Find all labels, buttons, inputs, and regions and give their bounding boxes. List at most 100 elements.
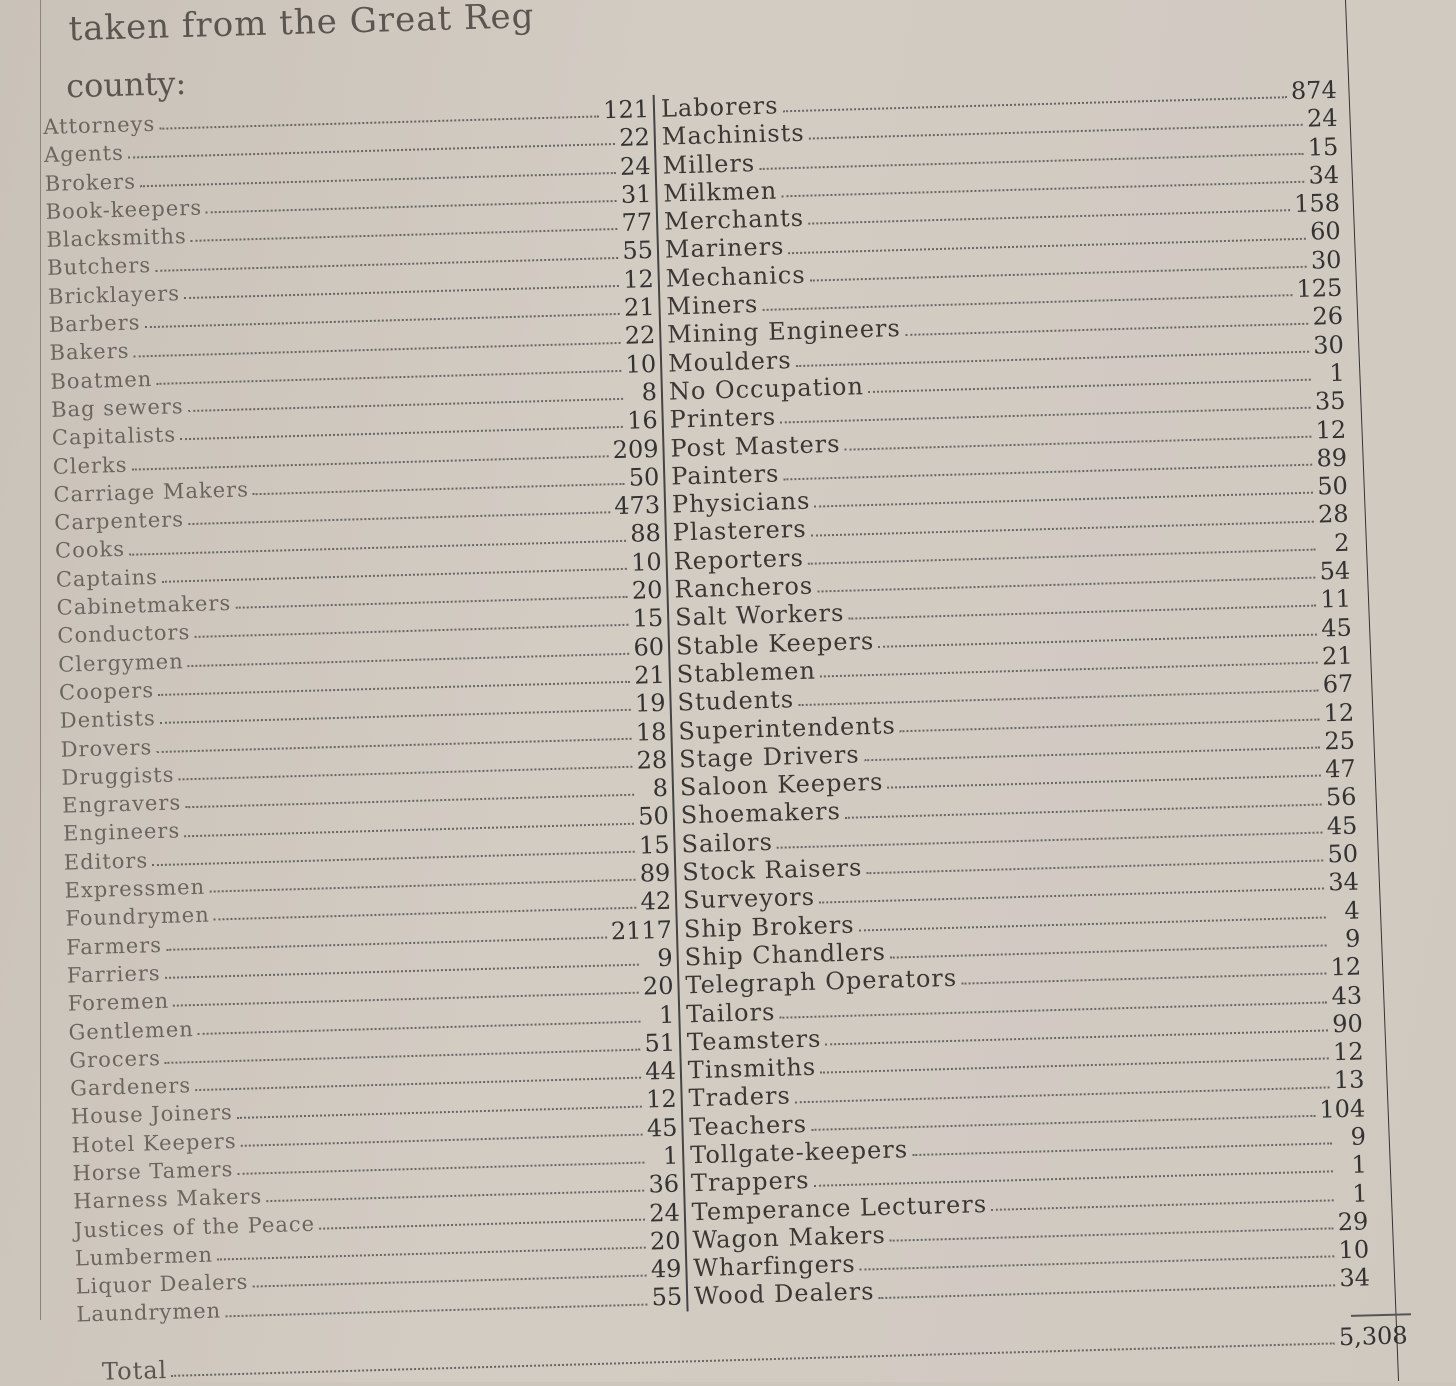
occupation-label: Foremen — [67, 988, 170, 1016]
occupation-count: 50 — [1327, 839, 1359, 869]
occupation-label: Hotel Keepers — [71, 1128, 237, 1158]
occupation-count: 15 — [638, 830, 670, 860]
occupation-count: 50 — [1316, 471, 1349, 501]
occupation-count: 89 — [1316, 443, 1348, 473]
right-column: Laborers 874 Machinists 24 Millers 15 Milkmen 3… — [652, 75, 1375, 1312]
occupation-count: 44 — [644, 1056, 677, 1086]
occupation-count: 31 — [620, 179, 652, 209]
occupation-count: 11 — [1320, 584, 1352, 614]
occupation-count: 43 — [1331, 980, 1363, 1010]
occupation-count: 1 — [662, 1141, 679, 1171]
occupation-count: 13 — [1333, 1065, 1365, 1095]
occupation-count: 12 — [622, 264, 655, 294]
occupation-count: 88 — [629, 519, 662, 549]
occupation-label: Wharfingers — [693, 1249, 857, 1283]
occupation-label: Gardeners — [69, 1073, 192, 1101]
occupation-count: 51 — [644, 1028, 676, 1058]
occupation-count: 19 — [634, 689, 666, 718]
occupation-label: Captains — [55, 564, 159, 592]
occupation-label: Surveyors — [682, 883, 816, 915]
occupation-count: 8 — [641, 377, 658, 407]
occupation-label: Salt Workers — [674, 599, 845, 632]
dot-leader — [319, 1218, 646, 1230]
occupation-count: 89 — [639, 858, 671, 888]
total-value: 5,308 — [1338, 1312, 1411, 1351]
occupation-count: 9 — [657, 943, 674, 973]
occupation-label: Cooks — [54, 537, 126, 564]
occupation-count: 121 — [602, 95, 650, 125]
occupation-count: 104 — [1318, 1094, 1366, 1124]
occupation-label: Engravers — [61, 790, 182, 818]
occupation-count: 12 — [645, 1085, 678, 1114]
occupation-count: 50 — [628, 462, 660, 492]
occupation-count: 77 — [621, 208, 653, 238]
occupation-count: 36 — [648, 1169, 680, 1199]
occupation-label: Merchants — [663, 203, 805, 236]
occupation-count: 60 — [1309, 217, 1342, 247]
occupation-count: 45 — [1320, 613, 1353, 643]
occupation-label: Stable Keepers — [675, 626, 875, 661]
occupation-count: 60 — [633, 632, 665, 662]
occupation-label: Drovers — [60, 734, 153, 762]
occupation-label: Laborers — [660, 91, 779, 123]
occupation-count: 30 — [1312, 330, 1345, 360]
occupation-count: 21 — [623, 293, 655, 322]
occupation-count: 26 — [1312, 302, 1344, 331]
occupation-label: Milkmen — [662, 176, 778, 208]
occupation-label: Teamsters — [686, 1024, 822, 1057]
occupation-count: 10 — [1338, 1235, 1370, 1265]
occupation-label: Carpenters — [53, 507, 185, 535]
occupation-count: 50 — [637, 802, 670, 832]
occupation-count: 47 — [1324, 754, 1357, 784]
occupation-label: Editors — [63, 848, 149, 875]
occupation-label: Stock Raisers — [681, 853, 863, 887]
occupation-count: 25 — [1323, 726, 1356, 756]
occupation-label: Plasterers — [672, 515, 807, 547]
occupation-count: 22 — [624, 321, 656, 351]
occupation-count: 42 — [640, 887, 672, 916]
occupation-label: Mariners — [664, 232, 785, 265]
occupation-label: Tailors — [685, 997, 776, 1028]
occupation-count: 56 — [1325, 782, 1357, 812]
occupation-count: 1 — [1351, 1150, 1368, 1180]
occupation-label: Foundrymen — [65, 902, 210, 931]
occupation-label: Brokers — [44, 168, 137, 196]
occupation-label: Carriage Makers — [53, 477, 250, 507]
occupation-label: Ship Brokers — [683, 910, 855, 943]
occupation-label: Expressmen — [64, 874, 206, 903]
occupation-label: Students — [677, 685, 795, 717]
occupation-label: Rancheros — [674, 571, 814, 604]
occupation-count: 1 — [1351, 1178, 1368, 1208]
occupation-count: 55 — [622, 236, 654, 266]
occupation-count: 21 — [633, 660, 666, 690]
occupation-label: Cabinetmakers — [56, 590, 232, 620]
occupation-label: Millers — [662, 148, 756, 180]
occupation-label: Farmers — [65, 932, 163, 960]
occupation-label: Capitalists — [51, 422, 177, 451]
occupation-label: Sailors — [681, 827, 774, 859]
occupation-count: 34 — [1308, 160, 1340, 190]
occupation-count: 10 — [630, 547, 663, 577]
occupation-label: Bag sewers — [50, 394, 184, 422]
occupation-count: 20 — [631, 575, 663, 605]
occupation-count: 29 — [1337, 1207, 1369, 1237]
occupation-count: 45 — [646, 1113, 678, 1143]
occupation-count: 15 — [1307, 132, 1339, 162]
occupation-label: Physicians — [671, 486, 811, 519]
occupation-count: 10 — [625, 349, 657, 379]
occupation-count: 24 — [619, 151, 651, 181]
occupation-label: Painters — [670, 459, 780, 491]
dot-leader — [225, 1303, 648, 1317]
page-frame-line — [40, 0, 1341, 1320]
occupation-count: 9 — [1350, 1122, 1367, 1151]
occupation-label: Gentlemen — [68, 1016, 195, 1045]
occupation-count: 209 — [612, 434, 659, 464]
occupation-label: Post Masters — [670, 429, 841, 463]
occupation-label: Bricklayers — [47, 280, 181, 309]
occupation-count: 158 — [1293, 188, 1341, 219]
occupation-count: 2117 — [610, 915, 673, 946]
occupation-label: Shoemakers — [680, 797, 842, 830]
occupation-count: 473 — [613, 491, 661, 521]
occupation-label: Stablemen — [676, 656, 817, 689]
